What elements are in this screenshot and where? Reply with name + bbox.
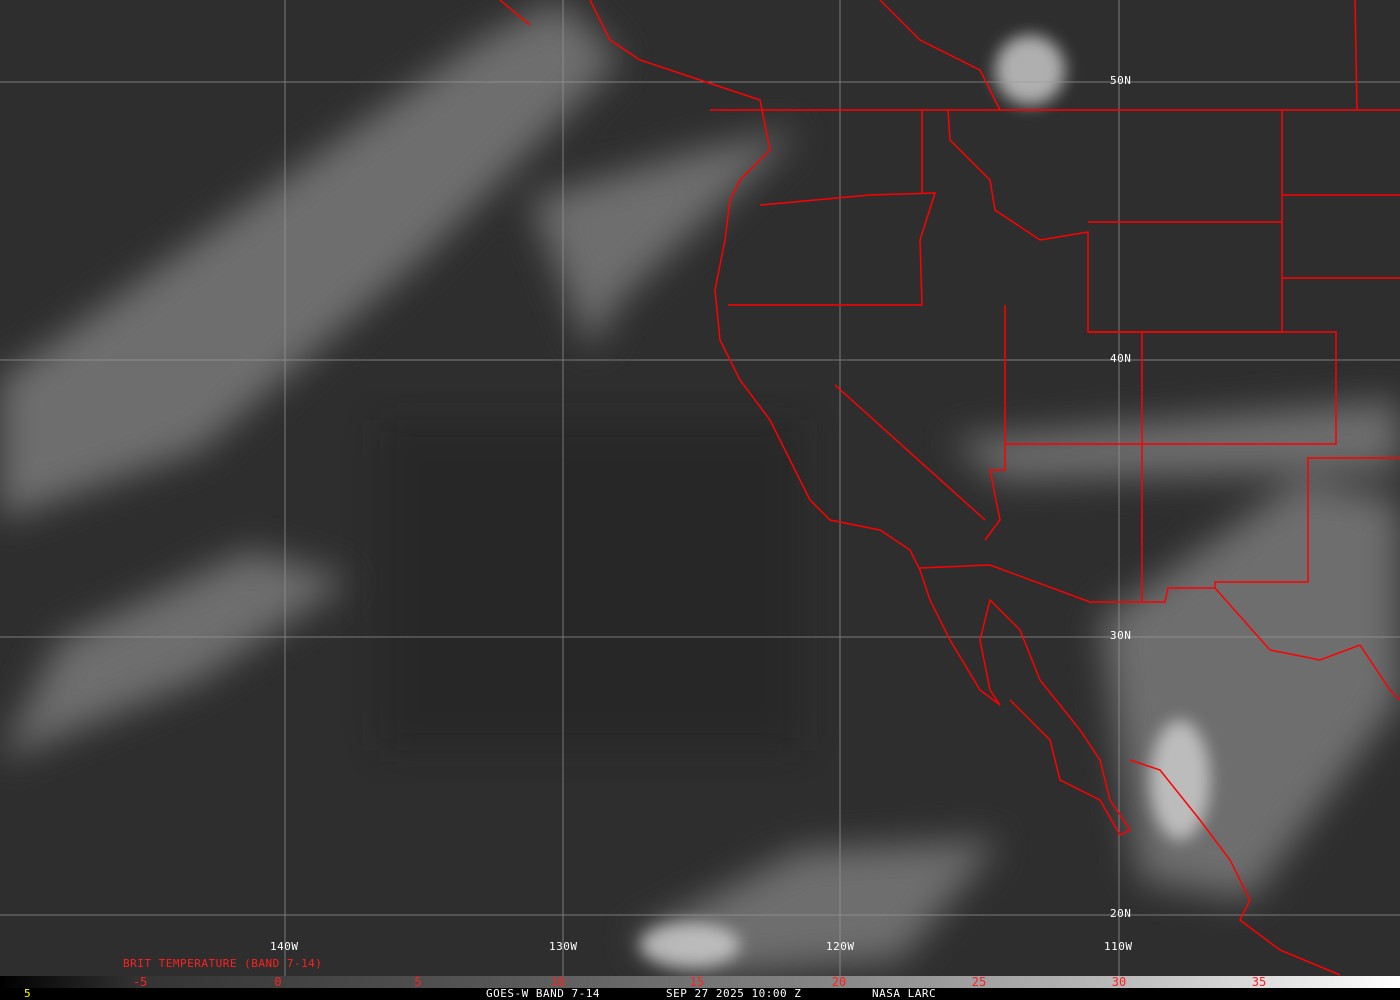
footer-bar: 5 GOES-W BAND 7-14 SEP 27 2025 10:00 Z N…	[0, 987, 1400, 1000]
product-title: GOES-W BAND 7-14	[486, 987, 600, 1000]
colorbar-tick: 0	[274, 975, 282, 989]
lon-label-120w: 120W	[826, 940, 855, 953]
colorbar-tick: 15	[689, 975, 705, 989]
datetime: SEP 27 2025 10:00 Z	[666, 987, 802, 1000]
colorbar-tick: 20	[831, 975, 847, 989]
lat-label-20n: 20N	[1110, 907, 1132, 920]
lat-label-50n: 50N	[1110, 74, 1132, 87]
lon-label-130w: 130W	[549, 940, 578, 953]
colorbar	[0, 976, 1400, 988]
colorbar-tick: 10	[550, 975, 566, 989]
political-borders	[499, 0, 1400, 976]
lat-label-40n: 40N	[1110, 352, 1132, 365]
lon-label-140w: 140W	[270, 940, 299, 953]
corner-value: 5	[24, 987, 32, 1000]
colorbar-tick: 25	[971, 975, 987, 989]
lat-label-30n: 30N	[1110, 629, 1132, 642]
satellite-image	[0, 0, 1400, 976]
colorbar-tick: -5	[132, 975, 148, 989]
lat-lon-grid	[0, 0, 1400, 976]
colorbar-tick: 35	[1251, 975, 1267, 989]
colorbar-tick: 5	[414, 975, 422, 989]
source: NASA LARC	[872, 987, 937, 1000]
colorbar-tick: 30	[1111, 975, 1127, 989]
lon-label-110w: 110W	[1104, 940, 1133, 953]
colorbar-label: BRIT TEMPERATURE (BAND 7-14)	[123, 957, 323, 970]
